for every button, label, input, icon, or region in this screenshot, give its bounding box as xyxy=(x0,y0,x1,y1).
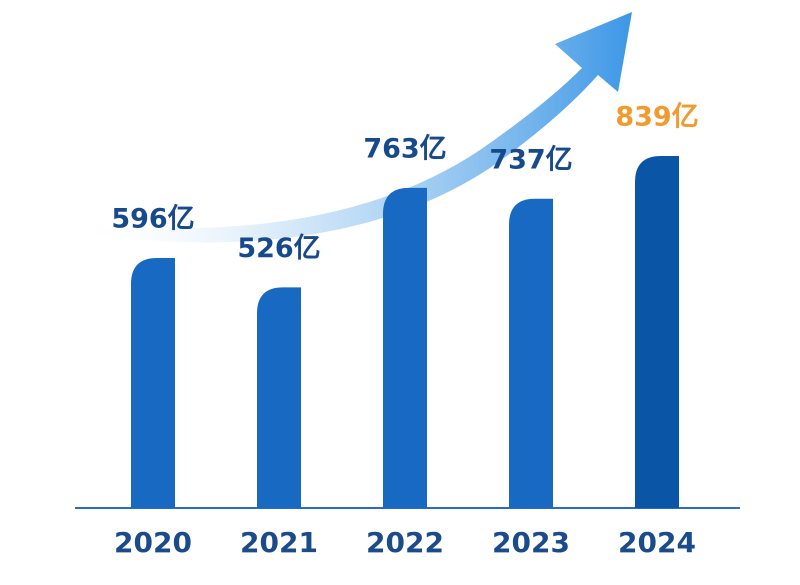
value-label: 737亿 xyxy=(489,144,572,175)
bar xyxy=(383,187,427,509)
x-tick-label: 2024 xyxy=(618,526,696,559)
value-label: 596亿 xyxy=(111,203,194,234)
trend-arrow xyxy=(70,12,632,243)
bar xyxy=(131,257,175,508)
bar xyxy=(257,287,301,508)
bar xyxy=(509,198,553,508)
value-label: 839亿 xyxy=(615,102,698,133)
value-label: 763亿 xyxy=(363,133,446,164)
x-tick-label: 2021 xyxy=(240,526,318,559)
value-label: 526亿 xyxy=(237,233,320,264)
bar xyxy=(635,156,679,508)
x-tick-label: 2022 xyxy=(366,526,444,559)
x-tick-label: 2020 xyxy=(114,526,192,559)
x-tick-label: 2023 xyxy=(492,526,570,559)
